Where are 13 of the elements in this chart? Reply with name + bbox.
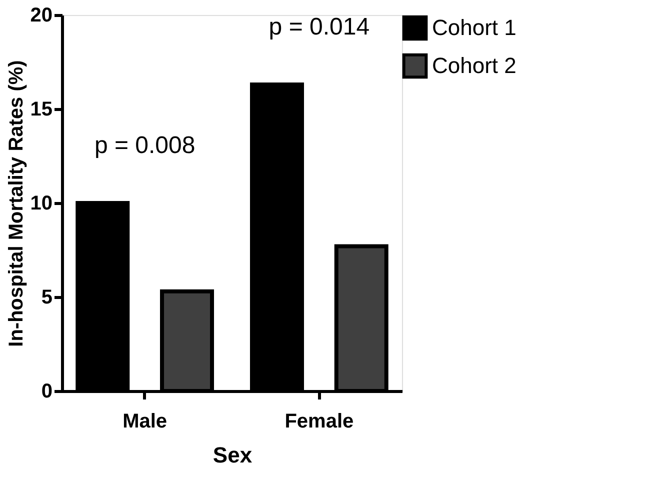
x-tick-label: Male [122,410,168,432]
y-axis-title: In-hospital Mortality Rates (%) [5,60,28,347]
x-tick-label: Female [284,410,354,432]
x-axis-title: Sex [212,442,253,468]
annotation: p = 0.008 [94,132,196,159]
y-tick-label: 0 [41,380,52,402]
y-tick-label: 10 [30,192,52,214]
y-tick-label: 5 [41,286,52,308]
legend-label: Cohort 2 [432,53,516,78]
y-tick-label: 20 [30,4,52,26]
annotation: p = 0.014 [268,14,370,41]
legend-label: Cohort 1 [432,15,516,40]
y-tick-label: 15 [30,98,52,120]
